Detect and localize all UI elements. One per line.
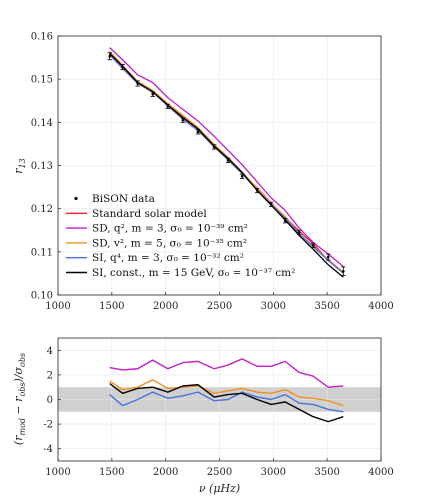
- data-point: [310, 242, 316, 248]
- top-y-axis-label: r13: [12, 158, 27, 173]
- x-tick-label: 2000: [153, 467, 178, 478]
- x-tick-label: 2500: [207, 467, 232, 478]
- y-tick-label: 2: [47, 370, 53, 381]
- data-point: [165, 103, 171, 109]
- legend-entry: BiSON data: [74, 193, 155, 205]
- data-point: [120, 64, 125, 71]
- series-line-2: [109, 391, 344, 413]
- y-tick-label: -2: [43, 420, 53, 431]
- y-tick-label: 0.13: [31, 161, 53, 172]
- bottom-ticks: 1000 1500 2000 2500 3000 3500 4000 -4 -2 0 2 4: [43, 346, 393, 478]
- series-line-3: [109, 382, 344, 423]
- y-tick-label: 0.11: [31, 247, 53, 258]
- top-series: [107, 47, 346, 278]
- series-line-1: [109, 379, 344, 407]
- x-tick-label: 1000: [45, 301, 70, 312]
- y-tick-label: 4: [47, 346, 53, 357]
- legend-label: SD, q², m = 3, σ₀ = 10⁻³⁹ cm²: [92, 223, 248, 235]
- legend-label: SI, q⁴, m = 3, σ₀ = 10⁻³² cm²: [92, 252, 244, 264]
- x-tick-label: 3000: [261, 467, 286, 478]
- data-point: [254, 187, 260, 194]
- data-point: [268, 201, 274, 207]
- legend-label: Standard solar model: [92, 208, 207, 220]
- series-line-2: [109, 47, 344, 268]
- top-y-axis-label-base: r: [12, 168, 25, 174]
- y-tick-label: 0.14: [31, 118, 53, 129]
- legend: BiSON data Standard solar model SD, q², m …: [66, 193, 295, 279]
- y-tick-label: 0.15: [31, 75, 53, 86]
- data-point: [107, 52, 112, 61]
- y-tick-label: -4: [43, 444, 53, 455]
- x-tick-label: 1000: [45, 467, 70, 478]
- legend-entry: Standard solar model: [66, 208, 207, 220]
- y-tick-label: 0.12: [31, 204, 53, 215]
- data-point: [326, 253, 331, 261]
- legend-label: BiSON data: [92, 193, 155, 205]
- legend-label: SI, const., m = 15 GeV, σ₀ = 10⁻³⁷ cm²: [92, 267, 295, 279]
- data-point: [225, 157, 231, 163]
- data-point: [211, 144, 217, 150]
- legend-label: SD, v², m = 5, σ₀ = 10⁻³⁵ cm²: [92, 237, 247, 249]
- top-y-axis-label-sub: 13: [18, 158, 27, 168]
- x-tick-label: 3500: [314, 301, 339, 312]
- data-point: [180, 117, 186, 123]
- top-panel: 1000 1500 2000 2500 3000 3500 4000 0.10 0.11 0.12…: [12, 32, 394, 313]
- data-point: [150, 91, 155, 97]
- bottom-panel: 1000 1500 2000 2500 3000 3500 4000 -4 -2 0 2 4 (rmo…: [12, 337, 394, 495]
- data-point: [341, 266, 346, 276]
- data-point: [282, 218, 288, 224]
- bison-data-points: [107, 52, 346, 276]
- x-tick-label: 4000: [368, 467, 393, 478]
- y-tick-label: 0.16: [31, 32, 53, 43]
- bottom-y-axis-label: (rmod − robs)/σobs: [12, 353, 27, 445]
- y-tick-label: 0.10: [31, 291, 53, 302]
- bottom-series: [109, 358, 344, 423]
- legend-entry: SD, q², m = 3, σ₀ = 10⁻³⁹ cm²: [66, 223, 248, 235]
- x-tick-label: 3000: [261, 301, 286, 312]
- series-line-0: [109, 358, 344, 388]
- x-tick-label: 2500: [207, 301, 232, 312]
- x-tick-label: 3500: [314, 467, 339, 478]
- y-tick-label: 0: [47, 395, 53, 406]
- data-point: [135, 80, 140, 87]
- top-ticks: 1000 1500 2000 2500 3000 3500 4000 0.10 0.11 0.12…: [31, 32, 394, 313]
- data-point: [239, 173, 245, 179]
- x-tick-label: 4000: [368, 301, 393, 312]
- data-point: [195, 129, 201, 135]
- legend-entry: SI, q⁴, m = 3, σ₀ = 10⁻³² cm²: [66, 252, 244, 264]
- legend-entry: SD, v², m = 5, σ₀ = 10⁻³⁵ cm²: [66, 237, 247, 249]
- data-point: [296, 229, 302, 235]
- x-tick-label: 2000: [153, 301, 178, 312]
- legend-entry: SI, const., m = 15 GeV, σ₀ = 10⁻³⁷ cm²: [66, 267, 295, 279]
- x-tick-label: 1500: [99, 301, 124, 312]
- x-tick-label: 1500: [99, 467, 124, 478]
- x-axis-label: ν (μHz): [199, 482, 240, 495]
- bottom-grid: [57, 338, 382, 461]
- legend-marker: [74, 196, 78, 201]
